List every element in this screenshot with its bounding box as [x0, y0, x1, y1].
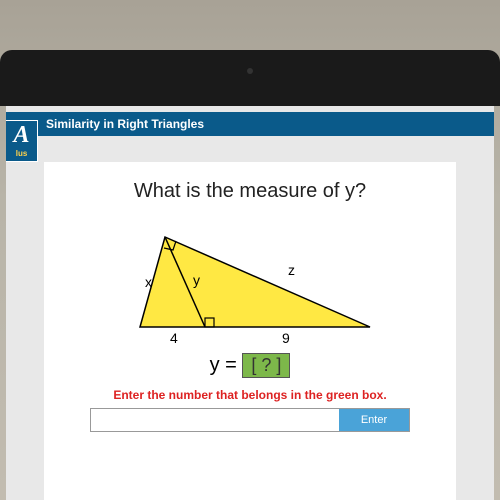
brand-logo: A lus [6, 120, 38, 162]
content-panel: What is the measure of y? x y z 4 9 y = [44, 162, 456, 500]
triangle-shape [140, 237, 370, 327]
photo-background: Similarity in Right Triangles A lus What… [0, 0, 500, 500]
answer-placeholder: ? [261, 355, 271, 375]
triangle-figure: x y z 4 9 [120, 217, 380, 347]
laptop-bezel [0, 50, 500, 106]
answer-box: [ ? ] [242, 353, 290, 378]
label-base-right: 9 [282, 330, 290, 346]
logo-letter: A [6, 121, 37, 149]
question-text: What is the measure of y? [44, 180, 456, 203]
lesson-header: Similarity in Right Triangles [6, 112, 494, 136]
camera-dot [247, 68, 253, 74]
equation-row: y = [ ? ] [44, 353, 456, 378]
label-x: x [145, 274, 152, 290]
label-z: z [288, 262, 295, 278]
hint-text: Enter the number that belongs in the gre… [44, 388, 456, 402]
answer-input-row: Enter [90, 408, 410, 432]
enter-button[interactable]: Enter [339, 409, 409, 431]
logo-subtext: lus [6, 149, 37, 158]
lesson-title: Similarity in Right Triangles [46, 117, 204, 131]
screen-area: Similarity in Right Triangles A lus What… [6, 106, 494, 500]
answer-input[interactable] [91, 409, 339, 431]
label-base-left: 4 [170, 330, 178, 346]
label-y: y [193, 272, 200, 288]
equation-lhs: y = [210, 354, 237, 376]
